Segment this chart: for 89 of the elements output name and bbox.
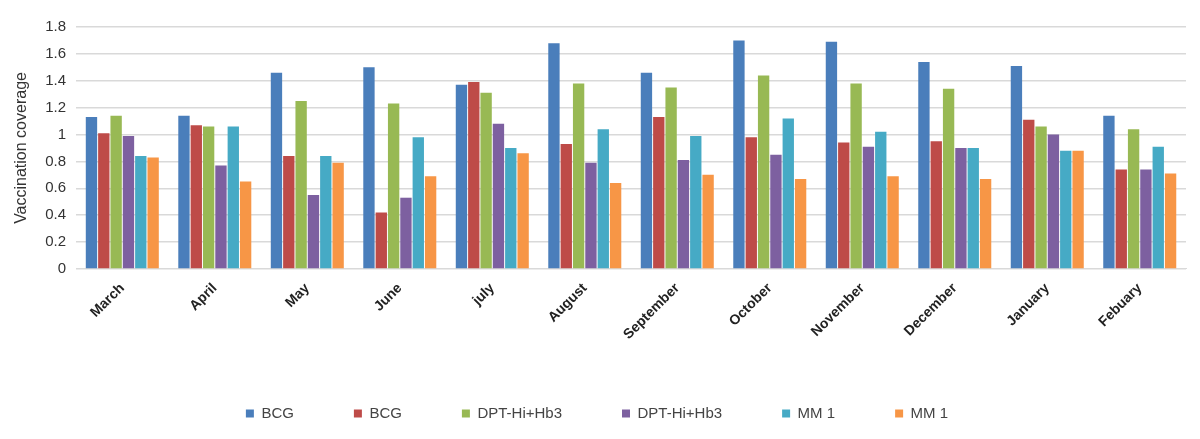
bar [918, 61, 930, 269]
bar [733, 40, 745, 269]
bar [215, 165, 227, 269]
bar [1060, 150, 1072, 269]
bar [1115, 169, 1127, 269]
y-axis-title: Vaccination coverage [12, 71, 30, 224]
bar [665, 87, 677, 269]
bar [677, 160, 690, 269]
bar [332, 162, 344, 269]
bar [560, 143, 572, 269]
bar [757, 75, 770, 269]
bar [400, 197, 412, 269]
bar [178, 115, 190, 269]
bar [967, 147, 979, 269]
bar [1023, 119, 1035, 269]
y-tick-label: 0.4 [45, 205, 67, 223]
bar [202, 126, 215, 269]
bar [1035, 126, 1047, 269]
bar [770, 154, 782, 269]
bar [135, 156, 147, 269]
bar [1103, 115, 1115, 269]
legend-label: BCG [369, 403, 402, 421]
y-tick-label: 0 [57, 259, 67, 277]
bar [517, 153, 529, 269]
bar [548, 43, 560, 269]
bar [320, 156, 332, 269]
bar [850, 83, 862, 269]
bar [424, 176, 437, 269]
legend-label: MM 1 [797, 403, 836, 421]
bar [875, 131, 887, 269]
bar [455, 84, 468, 269]
bar [468, 82, 480, 269]
bar [690, 135, 702, 269]
bar [930, 141, 942, 269]
bar [1072, 150, 1084, 269]
bar [375, 212, 387, 269]
bar [597, 129, 609, 269]
bar [942, 88, 955, 269]
bar [1164, 173, 1177, 269]
bar [363, 67, 375, 269]
bar [307, 195, 320, 269]
bar [480, 92, 492, 269]
bar [979, 178, 992, 269]
bar [887, 176, 899, 269]
bar [98, 133, 110, 269]
bar [1047, 134, 1060, 269]
bar [609, 182, 622, 269]
bar [147, 157, 159, 269]
y-tick-label: 0.6 [45, 178, 67, 196]
bar [295, 100, 307, 269]
bar [505, 147, 517, 269]
y-tick-label: 1.2 [45, 97, 67, 115]
bar [412, 137, 424, 269]
bar [122, 135, 135, 269]
y-tick-label: 0.8 [45, 151, 67, 169]
bar [190, 125, 202, 269]
bar [283, 156, 295, 269]
y-tick-label: 1.4 [45, 70, 67, 88]
bar [702, 174, 714, 269]
bar [838, 142, 850, 269]
legend-label: DPT-Hi+Hb3 [477, 403, 562, 421]
bar [782, 118, 794, 269]
y-tick-label: 1 [57, 124, 67, 142]
bar [110, 115, 122, 269]
legend-label: MM 1 [910, 403, 949, 421]
bar [1010, 65, 1023, 269]
bar [640, 72, 653, 269]
y-tick-label: 1.8 [45, 17, 67, 35]
bar [585, 162, 597, 269]
bar [239, 181, 252, 269]
bar [572, 83, 585, 269]
bar [955, 147, 967, 269]
bar [85, 117, 98, 269]
bar [825, 41, 838, 269]
bar [227, 126, 239, 269]
legend-label: BCG [261, 403, 294, 421]
bar [270, 72, 283, 269]
bar [1127, 129, 1140, 269]
bar [653, 117, 665, 269]
bar [745, 137, 757, 269]
bar [794, 178, 807, 269]
y-tick-label: 1.6 [45, 44, 67, 62]
legend-label: DPT-Hi+Hb3 [637, 403, 723, 421]
y-tick-label: 0.2 [45, 232, 67, 250]
bar [1152, 146, 1164, 269]
bar [1140, 169, 1152, 269]
bar [387, 103, 400, 269]
bar [862, 146, 875, 269]
bar [492, 123, 505, 269]
